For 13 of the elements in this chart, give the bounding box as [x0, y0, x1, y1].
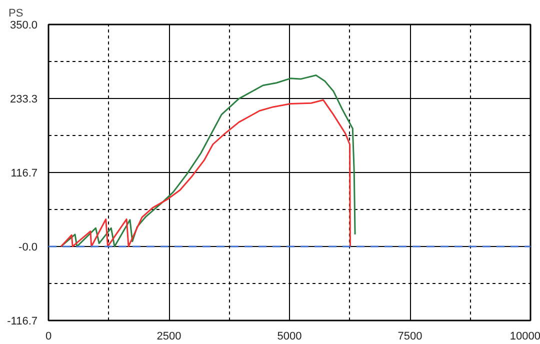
- y-tick-label: 350.0: [10, 20, 38, 32]
- line-series: [60, 74, 356, 248]
- x-tick-label: 0: [45, 330, 52, 342]
- y-tick-label: 116.7: [10, 167, 38, 180]
- x-tick-label: 7500: [398, 330, 422, 342]
- x-tick-label: 2500: [156, 330, 182, 342]
- y-tick-label: -0.0: [18, 241, 38, 254]
- line-series: [60, 99, 351, 248]
- x-tick-label: 5000: [277, 330, 302, 342]
- y-axis-title: PS: [8, 8, 24, 20]
- x-tick-label: 10000: [510, 330, 540, 342]
- y-tick-label: 233.3: [10, 94, 38, 106]
- y-tick-label: -116.7: [7, 316, 38, 328]
